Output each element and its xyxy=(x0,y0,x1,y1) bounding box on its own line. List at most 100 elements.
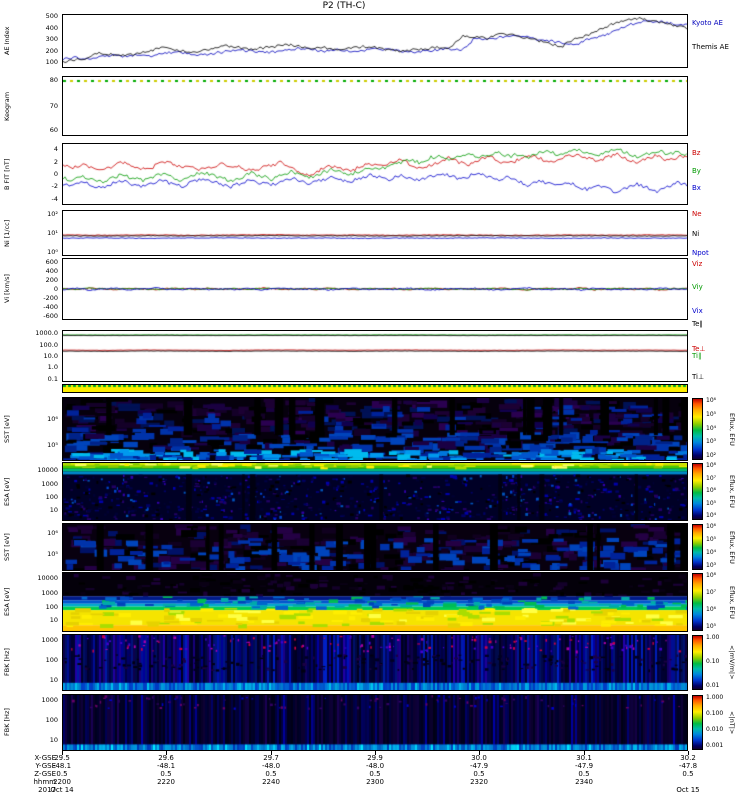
y-tick-label: 500 xyxy=(45,12,58,20)
vi-canvas xyxy=(63,259,687,319)
x-axis-value: 2320 xyxy=(470,778,488,786)
series-label: Viy xyxy=(692,283,703,291)
colorbar-tick-label: 10⁷ xyxy=(706,589,717,596)
x-axis-value: 0.5 xyxy=(578,770,590,778)
y-tick-label: 10⁶ xyxy=(47,529,58,537)
y-tick-label: -200 xyxy=(43,294,58,302)
x-axis-value: 0.5 xyxy=(265,770,277,778)
fbk_b-colorbar xyxy=(692,695,703,750)
y-tick-label: 400 xyxy=(45,24,58,32)
x-axis-row-label: 2017 xyxy=(38,786,56,794)
x-axis-value: 2340 xyxy=(575,778,593,786)
colorbar-tick-label: 10⁵ xyxy=(706,536,717,543)
x-axis-value: 2300 xyxy=(366,778,384,786)
y-tick-label: 1000 xyxy=(41,589,58,597)
x-axis-value: 0.5 xyxy=(160,770,172,778)
panel-esa_e xyxy=(62,462,688,521)
colorbar-tick-label: 10⁴ xyxy=(706,425,717,432)
esa_i-colorbar-label: Eflux, EFU xyxy=(728,585,736,619)
x-axis-value: 2200 xyxy=(53,778,71,786)
colorbar-tick-label: 10⁷ xyxy=(706,475,717,482)
fbk_e-colorbar xyxy=(692,635,703,690)
series-label: Ti∥ xyxy=(692,352,702,360)
temp-canvas xyxy=(63,331,687,381)
y-tick-label: 100 xyxy=(45,656,58,664)
x-axis-value: -48.1 xyxy=(52,762,72,770)
panel-ae xyxy=(62,14,688,68)
colorbar-tick-label: 0.100 xyxy=(706,710,724,717)
colorbar-tick-label: 10⁴ xyxy=(706,549,717,556)
y-tick-label: 0 xyxy=(53,170,58,178)
colorbar-tick-label: 10⁶ xyxy=(706,523,717,530)
y-tick-label: 1000.0 xyxy=(35,329,58,337)
y-tick-label: 400 xyxy=(45,267,58,275)
y-tick-label: 1000 xyxy=(41,696,58,704)
x-axis-value: 0.5 xyxy=(369,770,381,778)
x-axis-value: -48.0 xyxy=(261,762,281,770)
x-axis-value: -47.9 xyxy=(574,762,594,770)
colorbar-tick-label: 10⁵ xyxy=(706,500,717,507)
series-label: Ne xyxy=(692,210,702,218)
x-axis-value: 0.5 xyxy=(56,770,68,778)
x-axis-value: 30.0 xyxy=(471,754,487,762)
x-axis-value: Oct 15 xyxy=(676,786,700,794)
series-label: Ni xyxy=(692,230,700,238)
colorbar-tick-label: 1.00 xyxy=(706,634,720,641)
sst_e-colorbar-label: Eflux, EFU xyxy=(728,412,736,446)
x-axis-value: -47.8 xyxy=(678,762,698,770)
panel-temp xyxy=(62,330,688,382)
panel-sep xyxy=(62,384,688,393)
series-label: Themis AE xyxy=(692,43,729,51)
y-tick-label: 1000 xyxy=(41,480,58,488)
esa_e-canvas xyxy=(63,463,687,520)
panel-fbk_e xyxy=(62,634,688,691)
y-tick-label: 100 xyxy=(45,493,58,501)
series-label: Bz xyxy=(692,149,701,157)
y-tick-label: 70 xyxy=(49,102,58,110)
x-tick-mark xyxy=(375,751,376,755)
x-tick-mark xyxy=(271,751,272,755)
colorbar-tick-label: 10⁶ xyxy=(706,397,717,404)
colorbar-tick-label: 10⁵ xyxy=(706,623,717,630)
y-tick-label: -4 xyxy=(51,195,58,203)
x-axis-value: 29.9 xyxy=(367,754,383,762)
colorbar-tick-label: 10² xyxy=(706,452,717,459)
panel-fbk_b xyxy=(62,694,688,751)
bfit-canvas xyxy=(63,144,687,204)
y-tick-label: 10 xyxy=(49,506,58,514)
x-tick-mark xyxy=(479,751,480,755)
x-axis-value: 29.6 xyxy=(158,754,174,762)
y-tick-label: 1000 xyxy=(41,636,58,644)
panel-keogram xyxy=(62,76,688,136)
y-tick-label: 200 xyxy=(45,276,58,284)
colorbar-tick-label: 10³ xyxy=(706,438,717,445)
x-tick-mark xyxy=(688,751,689,755)
x-tick-mark xyxy=(584,751,585,755)
y-tick-label: 10 xyxy=(49,676,58,684)
esa_e-colorbar xyxy=(692,463,703,520)
y-tick-label: 100 xyxy=(45,603,58,611)
colorbar-tick-label: 10⁵ xyxy=(706,411,717,418)
y-tick-label: 2 xyxy=(53,158,58,166)
x-axis-row-label: X-GSE xyxy=(34,754,56,762)
y-tick-label: 60 xyxy=(49,126,58,134)
series-label: Ti⊥ xyxy=(692,373,705,381)
ni-canvas xyxy=(63,211,687,255)
series-label: Te⊥ xyxy=(692,345,706,353)
series-label: By xyxy=(692,167,701,175)
fbk_b-colorbar-label: <|nT|> xyxy=(728,710,736,735)
y-tick-label: -400 xyxy=(43,303,58,311)
y-tick-label: 0.1 xyxy=(47,375,58,383)
colorbar-tick-label: 0.01 xyxy=(706,682,720,689)
panel-bfit xyxy=(62,143,688,205)
fbk_b-canvas xyxy=(63,695,687,750)
y-tick-label: 10¹ xyxy=(47,229,58,237)
colorbar-tick-label: 10⁶ xyxy=(706,487,717,494)
esa_e-colorbar-label: Eflux, EFU xyxy=(728,475,736,508)
y-tick-label: 100 xyxy=(45,58,58,66)
x-axis-value: -47.9 xyxy=(469,762,489,770)
colorbar-tick-label: 10⁴ xyxy=(706,512,717,519)
x-axis-value: 30.2 xyxy=(680,754,696,762)
y-tick-label: 10⁶ xyxy=(47,415,58,423)
panel-ni xyxy=(62,210,688,256)
